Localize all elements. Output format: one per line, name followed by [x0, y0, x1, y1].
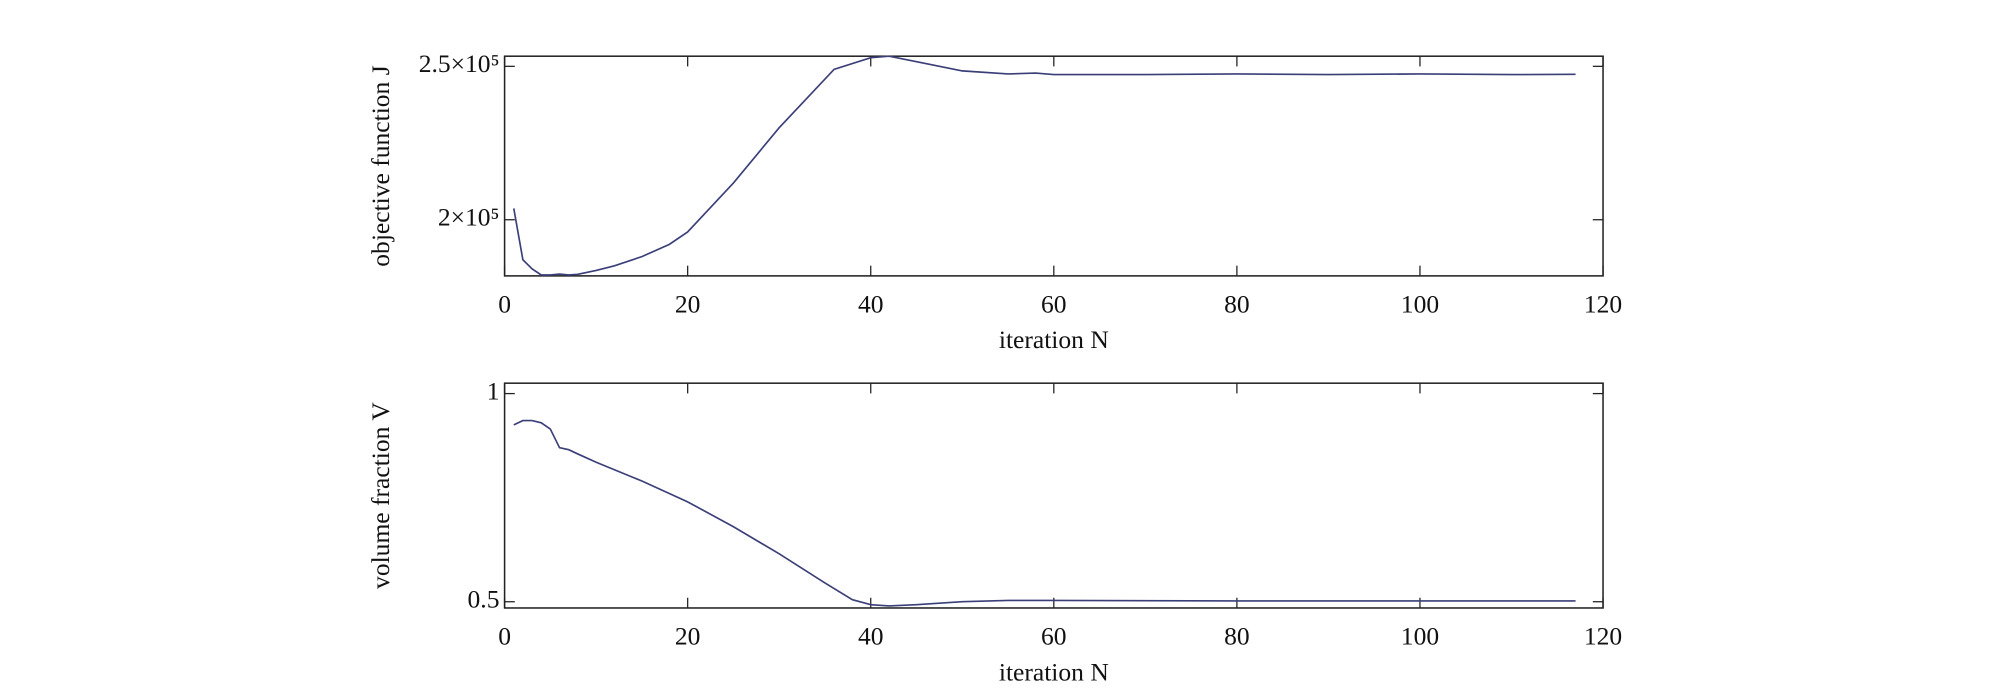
y-tick-label: 1 [487, 376, 500, 405]
x-tick-label: 40 [858, 621, 884, 650]
x-tick-label: 40 [858, 289, 884, 318]
x-tick-label: 20 [675, 289, 701, 318]
y-tick-label: 2.5×10⁵ [419, 49, 500, 78]
data-line [512, 55, 1576, 276]
x-axis-label: iteration N [999, 325, 1109, 354]
x-tick-label: 60 [1041, 621, 1067, 650]
x-axis-label: iteration N [999, 657, 1109, 686]
x-tick-label: 80 [1224, 621, 1250, 650]
plot-frame [503, 55, 1604, 277]
x-tick-label: 80 [1224, 289, 1250, 318]
x-tick-label: 120 [1584, 289, 1622, 318]
x-tick-label: 100 [1401, 289, 1439, 318]
y-tick-label: 0.5 [468, 585, 500, 614]
x-tick-label: 60 [1041, 289, 1067, 318]
x-tick-label: 0 [498, 289, 511, 318]
data-line [513, 419, 1576, 607]
y-axis-label: volume fraction V [366, 402, 395, 589]
y-axis-label: objective function J [366, 65, 395, 266]
x-tick-label: 100 [1401, 621, 1439, 650]
x-tick-label: 0 [498, 621, 511, 650]
y-tick-label: 2×10⁵ [438, 203, 500, 232]
plot-frame [503, 382, 1604, 609]
x-tick-label: 20 [675, 621, 701, 650]
x-tick-label: 120 [1584, 621, 1622, 650]
